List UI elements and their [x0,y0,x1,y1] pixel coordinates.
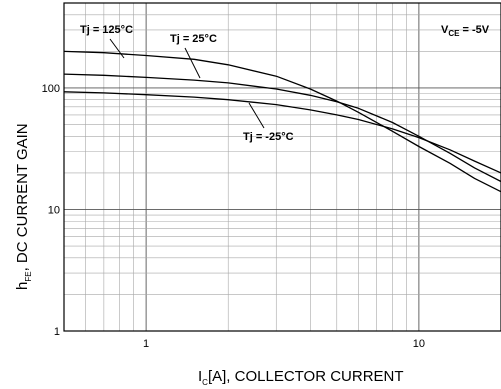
leader-line-25 [184,47,201,79]
grid [64,3,501,331]
curves [64,50,501,193]
series-line-0 [64,50,501,193]
plot-frame [63,2,501,332]
series-label-25: Tj = 25°C [170,33,217,45]
condition-label: VCE = -5V [441,24,490,38]
tick-labels: 1 10 1 10 100 [42,83,425,350]
series-label-m25: Tj = -25°C [243,131,294,143]
x-tick-label: 1 [143,338,149,350]
series-line-1 [64,73,501,183]
leader-line-m25 [248,102,265,129]
y-tick-label: 100 [42,83,60,95]
x-axis-title: IC[A], COLLECTOR CURRENT [198,368,404,387]
x-tick-label: 10 [413,338,425,350]
y-axis-title: hFE, DC CURRENT GAIN [14,123,33,290]
series-label-125: Tj = 125°C [80,24,133,36]
leader-line-125 [109,38,125,59]
series-line-2 [64,91,501,174]
y-tick-label: 1 [54,326,60,338]
y-tick-label: 10 [48,204,60,216]
